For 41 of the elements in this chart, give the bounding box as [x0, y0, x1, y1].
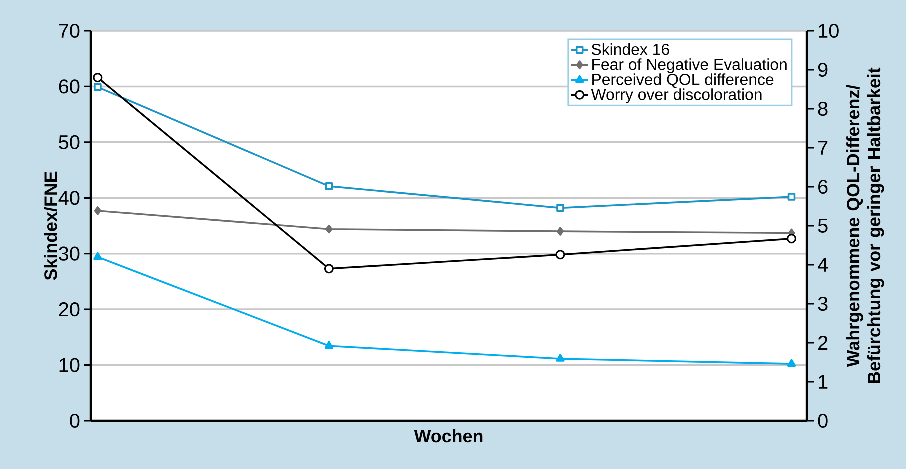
y2-tick-label: 7: [818, 141, 828, 155]
legend-label: Worry over discoloration: [591, 88, 762, 104]
x-axis-title: Wochen: [414, 430, 483, 443]
legend-label: Fear of Negative Evaluation: [592, 58, 787, 74]
y2-tick-label: 10: [819, 24, 839, 38]
point: [556, 250, 566, 260]
point: [325, 182, 334, 190]
point: [94, 252, 102, 260]
y2-tick-label: 9: [818, 62, 828, 78]
y-tick-label: 60: [59, 80, 80, 94]
point: [786, 234, 797, 244]
y-tick-label: 70: [59, 24, 80, 38]
point: [94, 83, 102, 92]
point: [324, 341, 334, 350]
y2-tick-label: 1: [819, 375, 828, 389]
point: [788, 193, 796, 201]
y2-tick-label: 5: [818, 219, 828, 233]
y-tick-label: 0: [70, 414, 80, 428]
y2-tick-label: 0: [818, 414, 828, 428]
y-tick-label: 40: [58, 191, 80, 206]
point: [326, 224, 333, 234]
y2-tick-label: 4: [818, 258, 828, 272]
point: [94, 206, 102, 216]
y-axis-title: Skindex/FNE: [44, 172, 58, 280]
point: [556, 354, 565, 362]
point: [93, 73, 103, 83]
point: [556, 227, 564, 236]
y-tick-label: 30: [59, 246, 80, 261]
y-tick-label: 20: [59, 302, 80, 317]
y2-tick-label: 3: [818, 296, 828, 312]
y-tick-label: 50: [59, 135, 80, 150]
point: [787, 359, 796, 367]
y-tick-label: 10: [60, 358, 80, 372]
point: [556, 204, 564, 212]
legend-label: Perceived QOL difference: [592, 74, 774, 88]
y2-tick-label: 6: [818, 180, 828, 194]
y2-tick-label: 8: [818, 102, 828, 116]
y2-tick-label: 2: [818, 336, 828, 350]
y2-axis-title: Wahrgenommene QOL-Differenz/ Befürchtung vor geringer Haltbarkeit: [846, 68, 884, 384]
point: [324, 264, 334, 274]
legend-label: Skindex 16: [592, 44, 670, 56]
